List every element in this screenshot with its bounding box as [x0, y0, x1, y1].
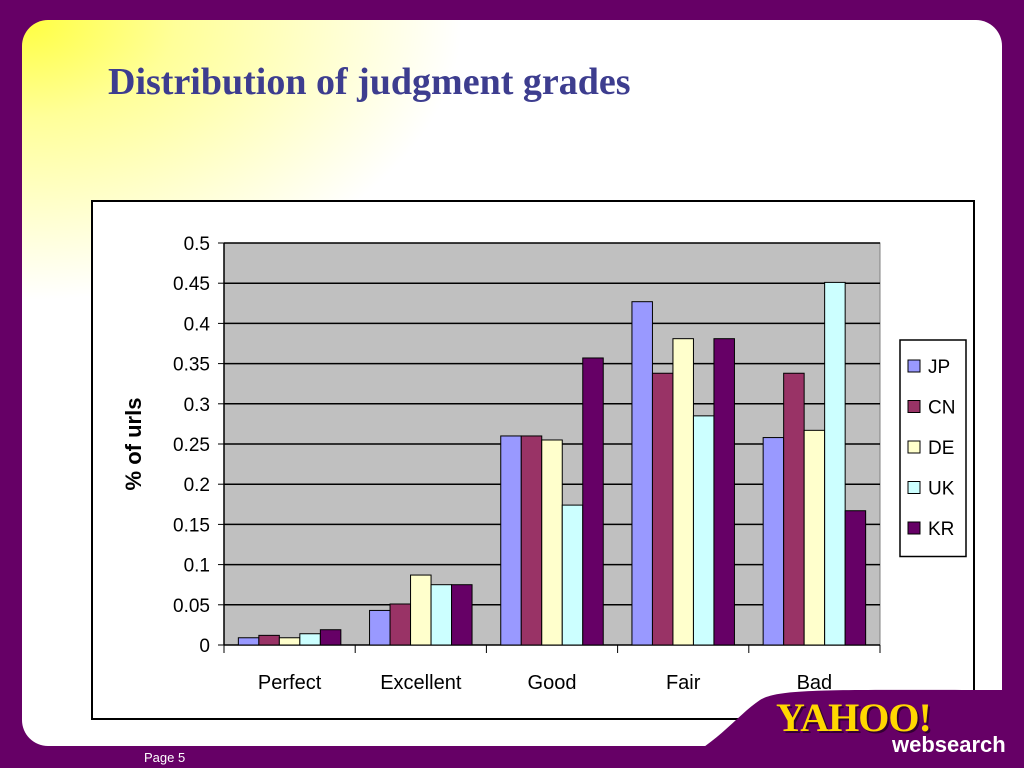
y-tick-label: 0.3 — [184, 395, 210, 416]
y-tick-label: 0 — [199, 636, 210, 657]
y-tick-label: 0.5 — [184, 234, 210, 255]
legend-label-de: DE — [928, 438, 954, 459]
bar-kr-good — [582, 357, 604, 646]
y-tick-label: 0.2 — [184, 475, 210, 496]
x-tick-label: Perfect — [258, 672, 322, 694]
y-tick-label: 0.1 — [184, 556, 210, 577]
y-tick-label: 0.05 — [173, 596, 210, 617]
legend-swatch-de — [907, 440, 921, 454]
bar-kr-excellent — [451, 584, 473, 646]
page-title: Distribution of judgment grades — [108, 61, 631, 103]
bar-kr-bad — [844, 510, 867, 646]
legend-label-cn: CN — [928, 398, 955, 419]
x-tick-label: Good — [528, 672, 577, 694]
bar-chart: 0 0.05 0.1 0.15 0.2 0.25 0.3 0.35 0.4 0.45 0.5 Perf… — [121, 234, 967, 694]
x-tick-label: Bad — [797, 672, 833, 694]
legend-label-jp: JP — [928, 357, 950, 378]
websearch-label: websearch — [892, 732, 1006, 757]
page-number: Page 5 — [144, 750, 186, 765]
legend-swatch-uk — [907, 481, 921, 494]
legend-label-uk: UK — [928, 479, 955, 500]
y-tick-label: 0.35 — [173, 355, 210, 376]
y-tick-label: 0.45 — [173, 274, 210, 295]
legend-label-kr: KR — [928, 519, 954, 540]
legend-swatch-cn — [907, 400, 921, 413]
slide-background: Distribution of judgment grades 0 0.05 0.1… — [22, 20, 1002, 746]
yahoo-logo: YAHOO! — [776, 695, 932, 740]
y-tick-label: 0.25 — [173, 435, 210, 456]
x-tick-label: Excellent — [380, 672, 462, 694]
bar-kr-fair — [713, 338, 735, 646]
legend-swatch-kr — [907, 521, 921, 535]
y-axis-label: % of urls — [121, 398, 146, 491]
x-tick-label: Fair — [666, 672, 701, 694]
bar-uk-bad — [824, 281, 846, 646]
legend-swatch-jp — [907, 359, 921, 373]
bar-kr-perfect — [319, 629, 342, 646]
chart-frame: 0 0.05 0.1 0.15 0.2 0.25 0.3 0.35 0.4 0.45 0.5 Perf… — [91, 200, 975, 720]
y-tick-label: 0.4 — [184, 314, 211, 335]
y-tick-label: 0.15 — [173, 515, 210, 536]
